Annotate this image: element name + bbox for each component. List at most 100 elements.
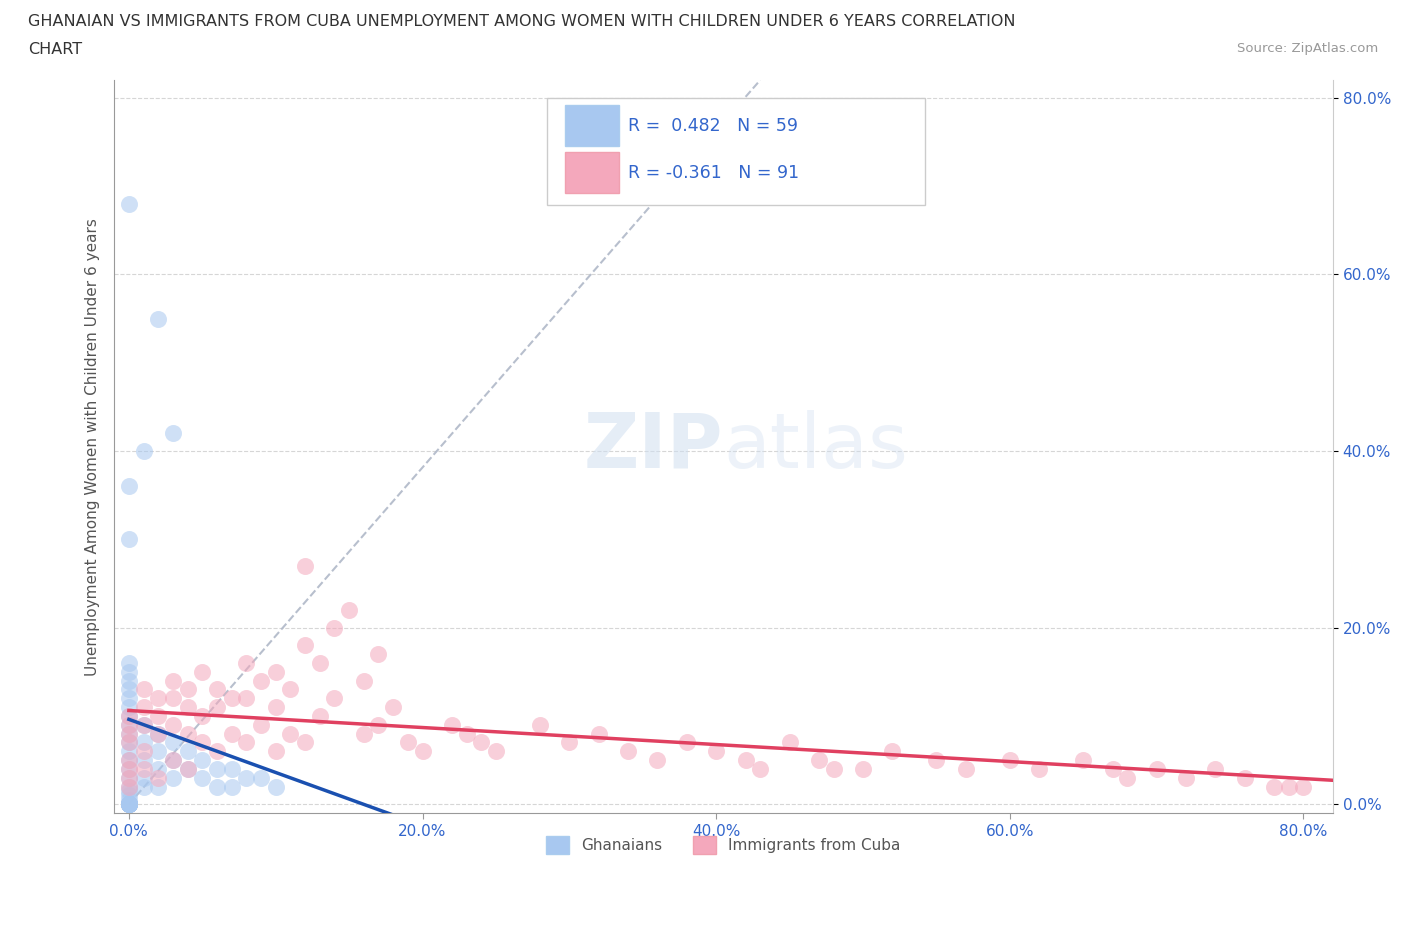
Point xyxy=(162,735,184,750)
Point xyxy=(264,664,287,679)
Point xyxy=(148,744,170,759)
Point xyxy=(367,646,389,661)
Point xyxy=(882,744,904,759)
Point xyxy=(955,762,977,777)
Text: CHART: CHART xyxy=(28,42,82,57)
Point xyxy=(1263,779,1285,794)
Point xyxy=(191,664,214,679)
FancyBboxPatch shape xyxy=(565,105,619,146)
Point xyxy=(1174,770,1197,785)
Point xyxy=(118,752,141,767)
Point xyxy=(118,762,141,777)
Point xyxy=(250,717,273,732)
Point xyxy=(132,752,155,767)
Point xyxy=(148,762,170,777)
Point xyxy=(264,744,287,759)
Point xyxy=(148,726,170,741)
Point xyxy=(250,673,273,688)
Point xyxy=(132,699,155,714)
Point xyxy=(148,709,170,724)
Point xyxy=(323,691,346,706)
Point xyxy=(118,532,141,547)
Point xyxy=(148,726,170,741)
Point xyxy=(162,426,184,441)
Point xyxy=(118,797,141,812)
Point xyxy=(470,735,492,750)
Point xyxy=(205,779,228,794)
Point xyxy=(353,673,375,688)
Point xyxy=(205,682,228,697)
Point xyxy=(118,717,141,732)
Text: atlas: atlas xyxy=(724,409,908,484)
Point xyxy=(118,797,141,812)
Point xyxy=(235,691,257,706)
Point xyxy=(280,682,302,697)
Point xyxy=(118,656,141,671)
Point xyxy=(647,752,669,767)
Point xyxy=(308,709,330,724)
Point xyxy=(118,726,141,741)
Point xyxy=(396,735,419,750)
Point xyxy=(704,744,727,759)
Point xyxy=(118,673,141,688)
Point xyxy=(118,664,141,679)
Point xyxy=(176,682,198,697)
Point xyxy=(367,717,389,732)
Point xyxy=(162,752,184,767)
Point xyxy=(132,682,155,697)
Point xyxy=(118,779,141,794)
Point xyxy=(118,196,141,211)
Point xyxy=(1233,770,1256,785)
Point xyxy=(1278,779,1301,794)
Point xyxy=(221,779,243,794)
Point xyxy=(162,717,184,732)
Point xyxy=(118,682,141,697)
Point xyxy=(1071,752,1094,767)
Point xyxy=(118,699,141,714)
Point xyxy=(250,770,273,785)
Point xyxy=(118,726,141,741)
Point xyxy=(205,744,228,759)
Point xyxy=(235,656,257,671)
Point xyxy=(162,673,184,688)
Point xyxy=(118,691,141,706)
Point xyxy=(191,770,214,785)
Point xyxy=(807,752,830,767)
Point xyxy=(118,797,141,812)
Text: GHANAIAN VS IMMIGRANTS FROM CUBA UNEMPLOYMENT AMONG WOMEN WITH CHILDREN UNDER 6 : GHANAIAN VS IMMIGRANTS FROM CUBA UNEMPLO… xyxy=(28,14,1015,29)
Point xyxy=(205,699,228,714)
Point xyxy=(235,735,257,750)
Point xyxy=(749,762,772,777)
Y-axis label: Unemployment Among Women with Children Under 6 years: Unemployment Among Women with Children U… xyxy=(86,218,100,675)
Point xyxy=(132,762,155,777)
Point xyxy=(118,744,141,759)
Point xyxy=(308,656,330,671)
Point xyxy=(132,717,155,732)
Point xyxy=(176,744,198,759)
Point xyxy=(162,770,184,785)
Point xyxy=(264,779,287,794)
Point xyxy=(998,752,1021,767)
Point xyxy=(162,691,184,706)
Point xyxy=(337,603,360,618)
Point xyxy=(558,735,581,750)
Point xyxy=(294,735,316,750)
Point xyxy=(1101,762,1123,777)
Point xyxy=(382,699,405,714)
Point xyxy=(221,762,243,777)
Point xyxy=(132,779,155,794)
Point xyxy=(132,770,155,785)
Point xyxy=(118,784,141,799)
Point xyxy=(675,735,697,750)
Point xyxy=(148,312,170,326)
Point xyxy=(734,752,756,767)
Point xyxy=(925,752,948,767)
Point xyxy=(323,620,346,635)
Point xyxy=(1116,770,1139,785)
Point xyxy=(294,638,316,653)
Point xyxy=(118,770,141,785)
Text: ZIP: ZIP xyxy=(583,409,724,484)
Point xyxy=(280,726,302,741)
Point xyxy=(221,691,243,706)
Point xyxy=(118,797,141,812)
